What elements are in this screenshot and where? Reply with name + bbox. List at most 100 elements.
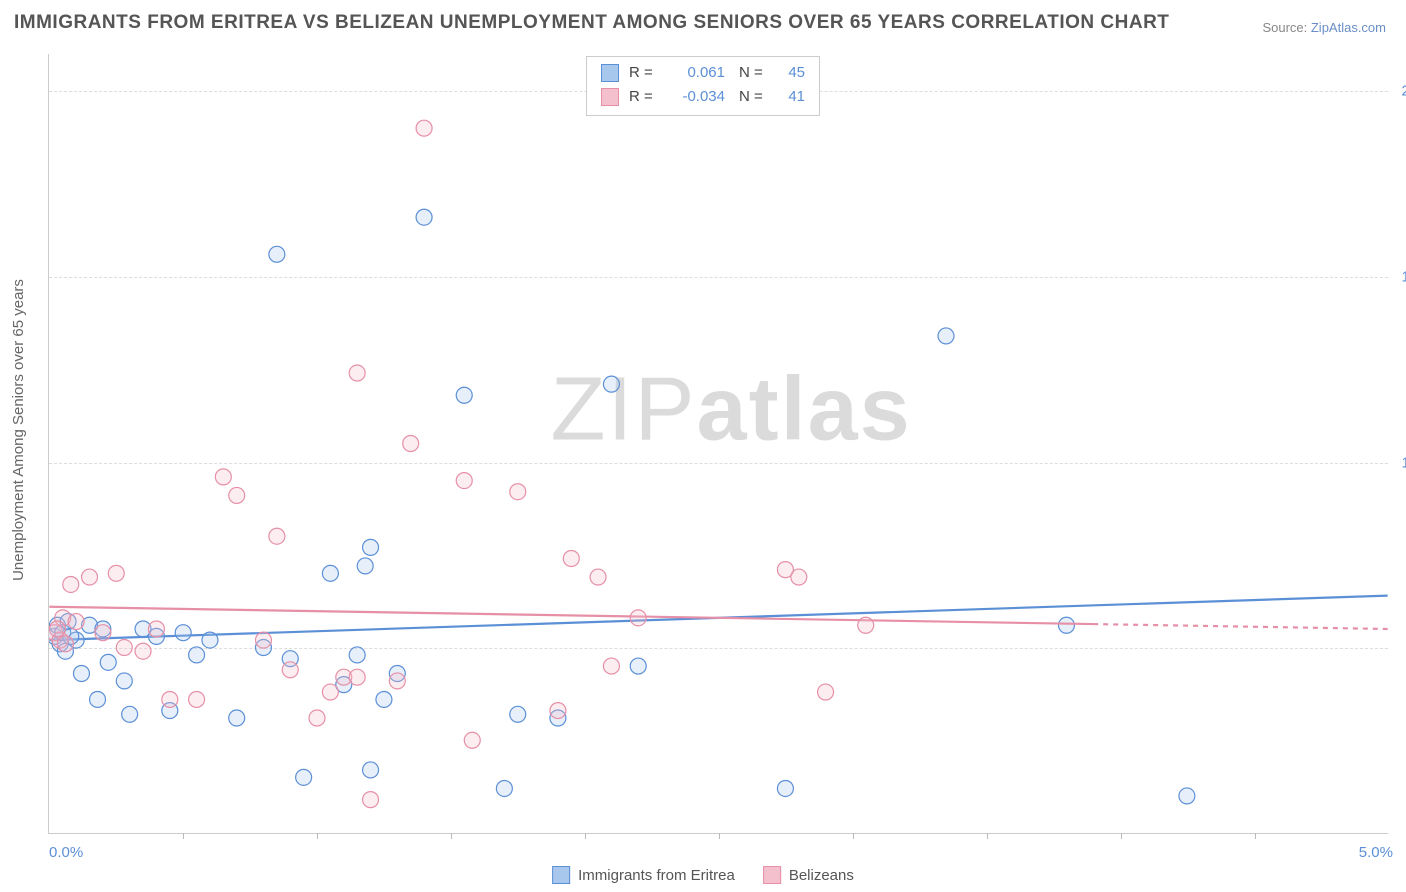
data-point [349, 669, 365, 685]
data-point [57, 636, 73, 652]
data-point [322, 684, 338, 700]
data-point [363, 539, 379, 555]
data-point [82, 569, 98, 585]
data-point [189, 647, 205, 663]
x-tick [451, 833, 452, 839]
data-point [229, 487, 245, 503]
data-point [389, 673, 405, 689]
data-point [175, 625, 191, 641]
swatch-series-1 [552, 866, 570, 884]
chart-title: IMMIGRANTS FROM ERITREA VS BELIZEAN UNEM… [14, 12, 1169, 34]
data-point [100, 654, 116, 670]
data-point [95, 625, 111, 641]
data-point [363, 762, 379, 778]
swatch-series-2 [763, 866, 781, 884]
y-tick-label: 20.0% [1401, 83, 1406, 100]
y-tick-label: 15.0% [1401, 268, 1406, 285]
data-point [116, 640, 132, 656]
data-point [255, 632, 271, 648]
x-tick [585, 833, 586, 839]
legend-series-1-label: Immigrants from Eritrea [578, 867, 735, 884]
data-point [162, 691, 178, 707]
x-tick [1121, 833, 1122, 839]
data-point [376, 691, 392, 707]
data-point [357, 558, 373, 574]
data-point [363, 792, 379, 808]
data-point [68, 614, 84, 630]
data-point [63, 576, 79, 592]
data-point [630, 610, 646, 626]
data-point [630, 658, 646, 674]
data-point [416, 209, 432, 225]
data-point [282, 662, 298, 678]
chart-svg [49, 54, 1388, 833]
data-point [818, 684, 834, 700]
data-point [1058, 617, 1074, 633]
data-point [496, 780, 512, 796]
legend-r-label: R = [629, 61, 657, 85]
data-point [189, 691, 205, 707]
data-point [322, 565, 338, 581]
data-point [590, 569, 606, 585]
data-point [122, 706, 138, 722]
legend-item: Belizeans [763, 866, 854, 884]
x-end-label: 5.0% [1359, 844, 1393, 861]
data-point [550, 703, 566, 719]
legend-stats-row: R = 0.061 N = 45 [601, 61, 805, 85]
data-point [73, 666, 89, 682]
source-link[interactable]: ZipAtlas.com [1311, 20, 1386, 35]
trend-line [49, 607, 1093, 624]
data-point [49, 621, 65, 637]
y-axis-label: Unemployment Among Seniors over 65 years [10, 279, 27, 581]
legend-stats: R = 0.061 N = 45 R = -0.034 N = 41 [586, 56, 820, 116]
legend-n-label: N = [739, 85, 767, 109]
swatch-series-2 [601, 88, 619, 106]
legend-n-value-2: 41 [777, 85, 805, 109]
data-point [296, 769, 312, 785]
trend-line-dashed [1093, 624, 1387, 629]
data-point [464, 732, 480, 748]
data-point [309, 710, 325, 726]
data-point [349, 647, 365, 663]
data-point [116, 673, 132, 689]
x-tick [317, 833, 318, 839]
plot-area: 5.0%10.0%15.0%20.0%0.0%5.0% [48, 54, 1388, 834]
data-point [456, 473, 472, 489]
data-point [510, 706, 526, 722]
data-point [349, 365, 365, 381]
data-point [858, 617, 874, 633]
data-point [135, 643, 151, 659]
source-prefix: Source: [1262, 20, 1310, 35]
data-point [777, 780, 793, 796]
data-point [229, 710, 245, 726]
data-point [791, 569, 807, 585]
data-point [938, 328, 954, 344]
legend-r-value-1: 0.061 [667, 61, 725, 85]
data-point [1179, 788, 1195, 804]
data-point [603, 658, 619, 674]
data-point [148, 621, 164, 637]
data-point [403, 436, 419, 452]
legend-series: Immigrants from Eritrea Belizeans [552, 866, 854, 884]
data-point [269, 528, 285, 544]
data-point [90, 691, 106, 707]
data-point [269, 246, 285, 262]
x-tick [987, 833, 988, 839]
legend-r-value-2: -0.034 [667, 85, 725, 109]
legend-series-2-label: Belizeans [789, 867, 854, 884]
x-tick [1255, 833, 1256, 839]
source-attribution: Source: ZipAtlas.com [1262, 20, 1386, 35]
legend-r-label: R = [629, 85, 657, 109]
x-tick [853, 833, 854, 839]
data-point [202, 632, 218, 648]
data-point [215, 469, 231, 485]
x-origin-label: 0.0% [49, 844, 83, 861]
y-tick-label: 10.0% [1401, 454, 1406, 471]
data-point [510, 484, 526, 500]
data-point [108, 565, 124, 581]
legend-stats-row: R = -0.034 N = 41 [601, 85, 805, 109]
data-point [416, 120, 432, 136]
legend-item: Immigrants from Eritrea [552, 866, 735, 884]
legend-n-label: N = [739, 61, 767, 85]
legend-n-value-1: 45 [777, 61, 805, 85]
